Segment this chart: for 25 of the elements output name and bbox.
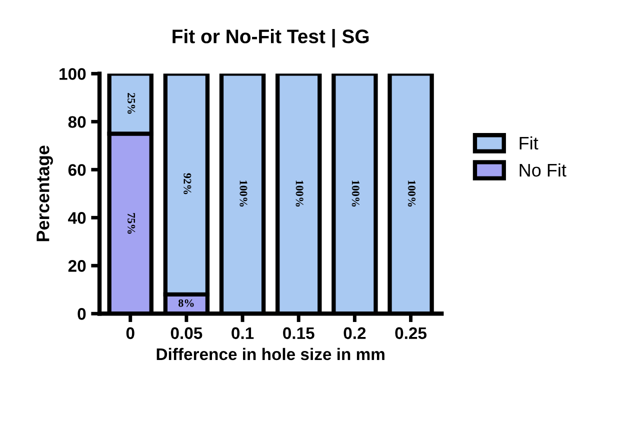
data-label: 8% (178, 299, 194, 307)
data-label: 25% (128, 93, 136, 114)
x-tick-label: 0.2 (344, 327, 366, 340)
data-label: 100% (296, 180, 304, 207)
x-tick-label: 0.05 (170, 327, 202, 340)
y-tick-label: 60 (68, 164, 86, 176)
y-tick-label: 80 (68, 116, 86, 128)
x-tick-label: 0.15 (283, 327, 314, 340)
x-tick-label: 0.25 (395, 327, 427, 340)
x-tick-label: 0 (126, 327, 134, 340)
data-label: 100% (240, 180, 248, 207)
legend-label: Fit (520, 136, 538, 150)
x-tick-label: 0.1 (232, 327, 254, 340)
y-tick-label: 40 (68, 212, 86, 224)
x-axis-title: Difference in hole size in mm (156, 348, 384, 360)
y-tick-label: 20 (68, 260, 86, 272)
y-axis-title: Percentage (36, 146, 53, 242)
y-tick-label: 100 (60, 68, 86, 80)
data-label: 100% (352, 180, 360, 207)
chart-title: Fit or No-Fit Test | SG (172, 29, 369, 48)
data-label: 92% (184, 173, 192, 194)
y-tick-label: 0 (78, 308, 86, 320)
legend-label: No Fit (520, 163, 566, 177)
data-label: 100% (408, 180, 416, 207)
data-label: 75% (128, 213, 136, 234)
